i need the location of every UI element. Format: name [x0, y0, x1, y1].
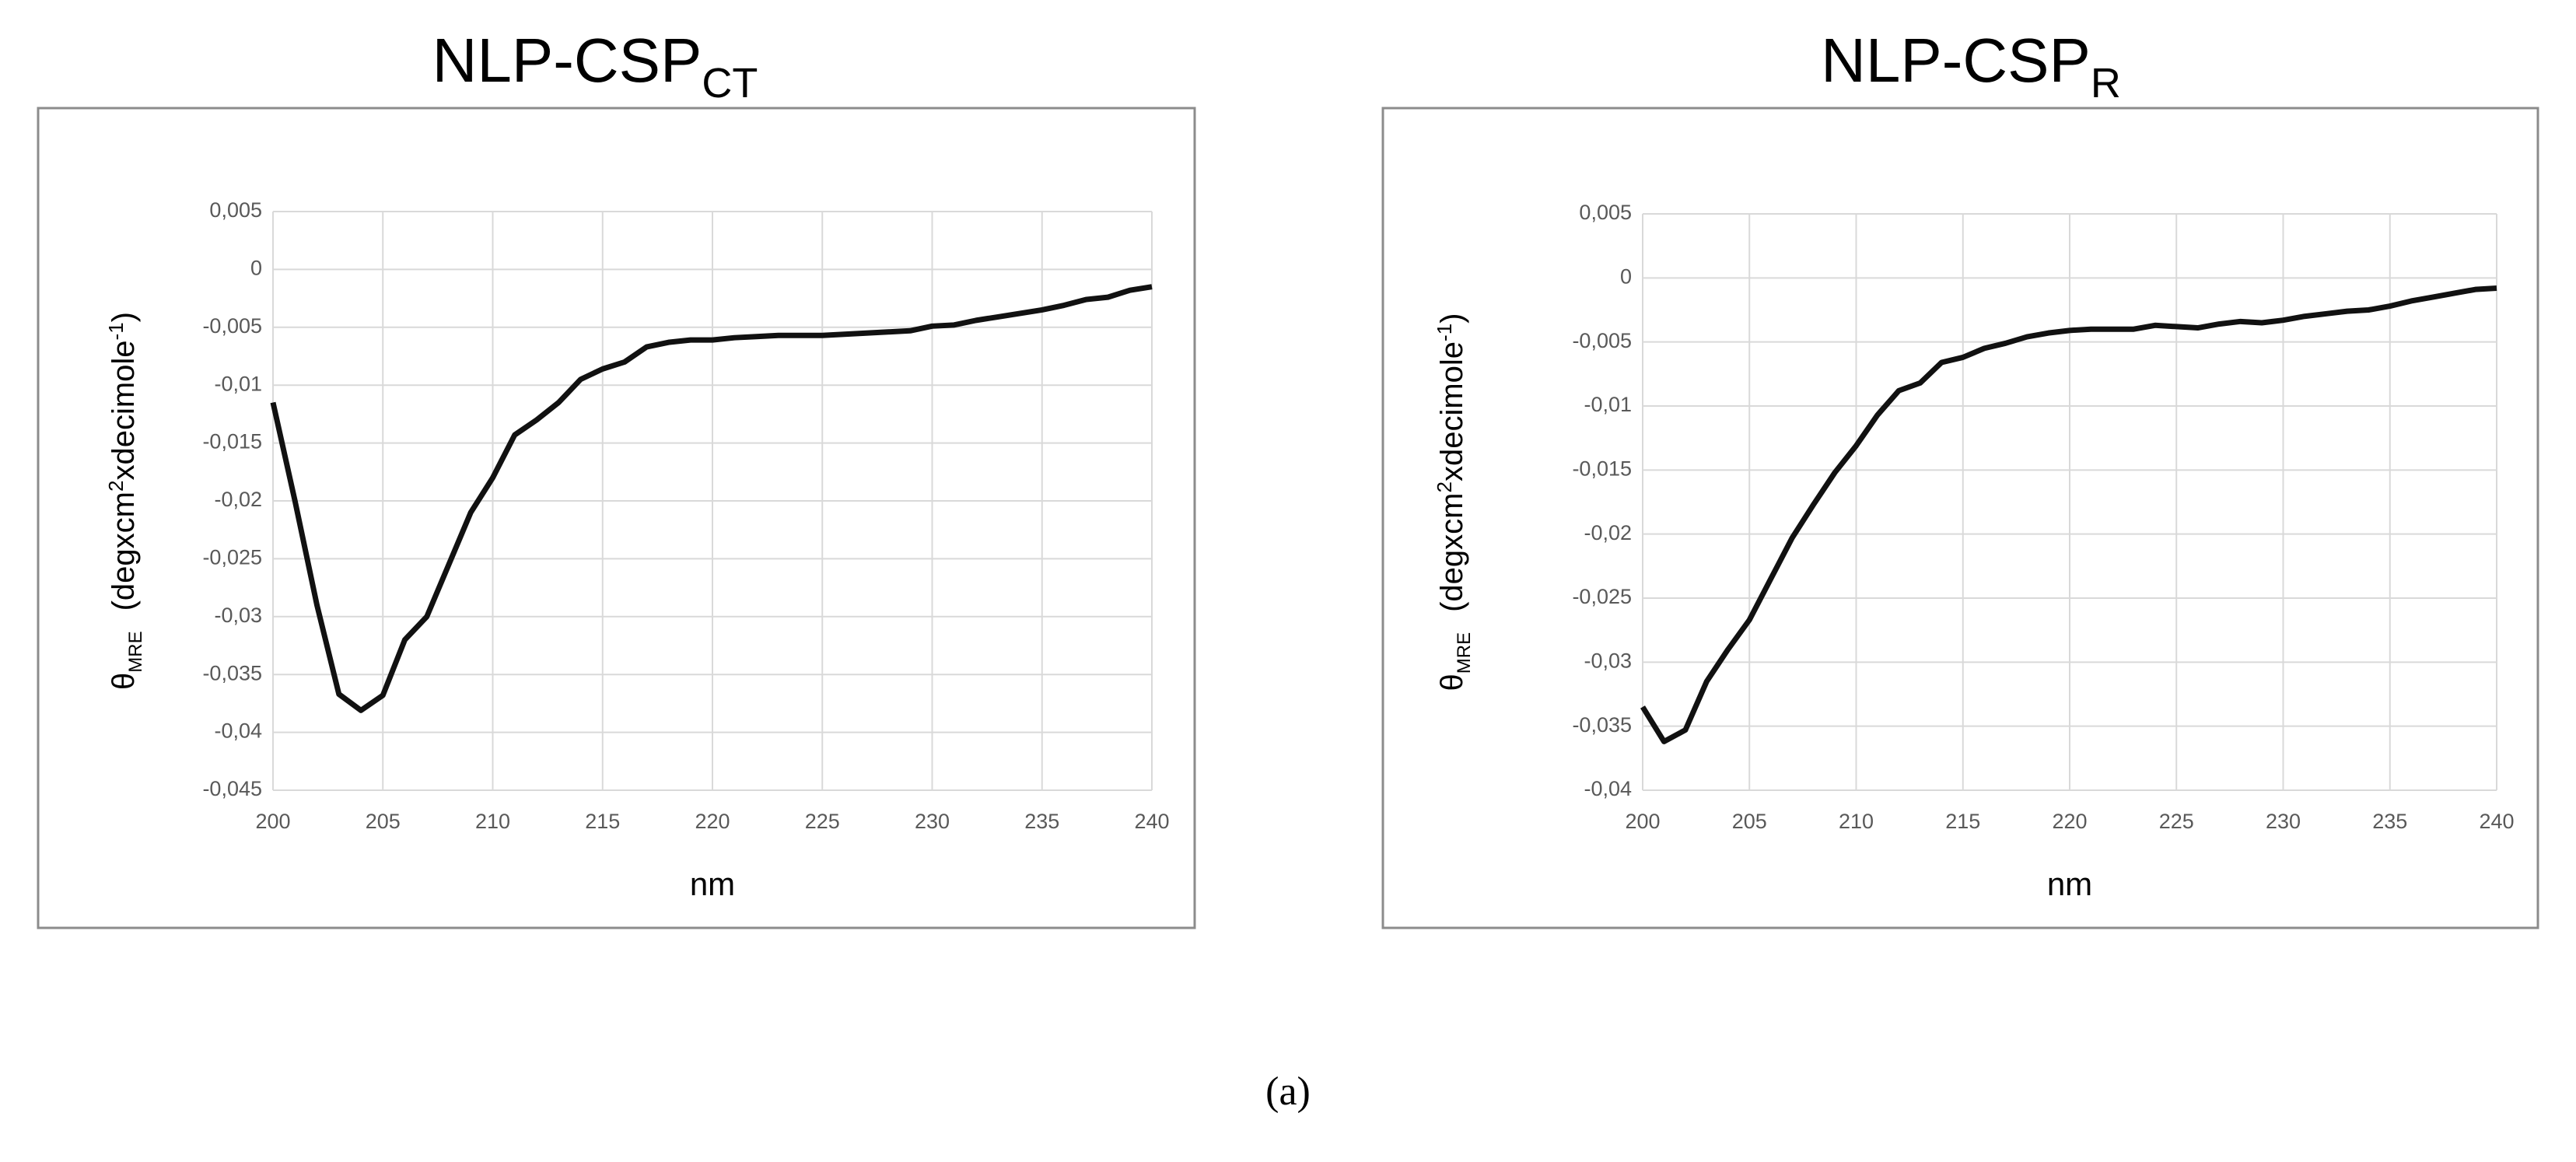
y-tick-label: -0,03 [1584, 649, 1632, 672]
x-tick-label: 235 [1024, 810, 1059, 833]
y-axis-label-part: MRE [1454, 632, 1475, 674]
x-axis-label: nm [2047, 866, 2092, 902]
y-axis-label-part: θ [1435, 674, 1469, 691]
x-tick-label: 230 [2266, 810, 2301, 833]
x-tick-label: 215 [585, 810, 620, 833]
y-axis-label-part: xdecimole [1435, 341, 1469, 481]
y-axis-label: θMRE (degxcm2xdecimole-1) [104, 312, 146, 690]
x-tick-label: 200 [1625, 810, 1660, 833]
y-axis-label-part: -1 [1433, 324, 1456, 341]
y-axis-label-part: xdecimole [107, 340, 141, 480]
y-tick-label: -0,015 [202, 430, 262, 453]
y-tick-label: 0,005 [209, 198, 262, 222]
y-tick-label: -0,02 [214, 488, 262, 511]
y-axis-label-part: (degxcm [1435, 493, 1469, 612]
y-tick-label: 0 [1620, 264, 1632, 288]
y-tick-label: -0,005 [202, 314, 262, 338]
y-tick-label: 0 [250, 257, 262, 280]
x-tick-label: 215 [1945, 810, 1980, 833]
title-subscript: R [2091, 60, 2121, 107]
y-axis-label-part: 2 [104, 481, 128, 492]
y-axis-label-part: ) [107, 312, 141, 322]
y-axis-label-part: ) [1435, 313, 1469, 324]
title-subscript: CT [702, 60, 758, 107]
y-tick-label: -0,025 [202, 546, 262, 569]
y-tick-label: -0,045 [202, 777, 262, 800]
y-axis-label-part: 2 [1433, 481, 1456, 492]
caption: (a) [1265, 1069, 1311, 1114]
x-axis-label: nm [690, 866, 735, 902]
chart-frame [37, 107, 1196, 929]
y-tick-label: 0,005 [1579, 201, 1632, 224]
data-line [1640, 285, 2497, 744]
y-tick-label: -0,01 [214, 372, 262, 395]
title-main: NLP-CSP [432, 26, 702, 95]
y-tick-label: -0,025 [1572, 585, 1632, 608]
x-tick-label: 220 [695, 810, 730, 833]
chart-frame [1381, 107, 2539, 929]
chart-title: NLP-CSPR [1821, 26, 2121, 107]
y-axis-label-part: (degxcm [107, 492, 141, 611]
y-tick-label: -0,005 [1572, 329, 1632, 352]
chart-title: NLP-CSPCT [432, 26, 758, 107]
x-tick-label: 225 [805, 810, 840, 833]
y-tick-label: -0,015 [1572, 457, 1632, 480]
y-tick-label: -0,04 [214, 719, 262, 743]
x-tick-label: 205 [366, 810, 401, 833]
title-main: NLP-CSP [1821, 26, 2091, 95]
y-axis-label-part: -1 [104, 322, 128, 340]
y-tick-label: -0,01 [1584, 393, 1632, 416]
x-tick-label: 200 [255, 810, 290, 833]
y-tick-label: -0,02 [1584, 521, 1632, 544]
x-tick-label: 235 [2372, 810, 2407, 833]
y-tick-label: -0,03 [214, 604, 262, 627]
x-tick-label: 210 [475, 810, 510, 833]
x-tick-label: 240 [2479, 810, 2514, 833]
x-tick-label: 220 [2052, 810, 2087, 833]
x-tick-label: 225 [2159, 810, 2194, 833]
y-axis-label-part: MRE [125, 631, 146, 672]
x-tick-label: 205 [1732, 810, 1767, 833]
y-tick-label: -0,035 [1572, 713, 1632, 737]
y-tick-label: -0,035 [202, 661, 262, 684]
y-axis-label-part: θ [107, 673, 141, 690]
y-tick-label: -0,04 [1584, 777, 1632, 800]
x-tick-label: 230 [915, 810, 950, 833]
data-line [270, 284, 1153, 713]
y-axis-label: θMRE (degxcm2xdecimole-1) [1433, 313, 1475, 691]
x-tick-label: 210 [1839, 810, 1874, 833]
x-tick-label: 240 [1134, 810, 1169, 833]
